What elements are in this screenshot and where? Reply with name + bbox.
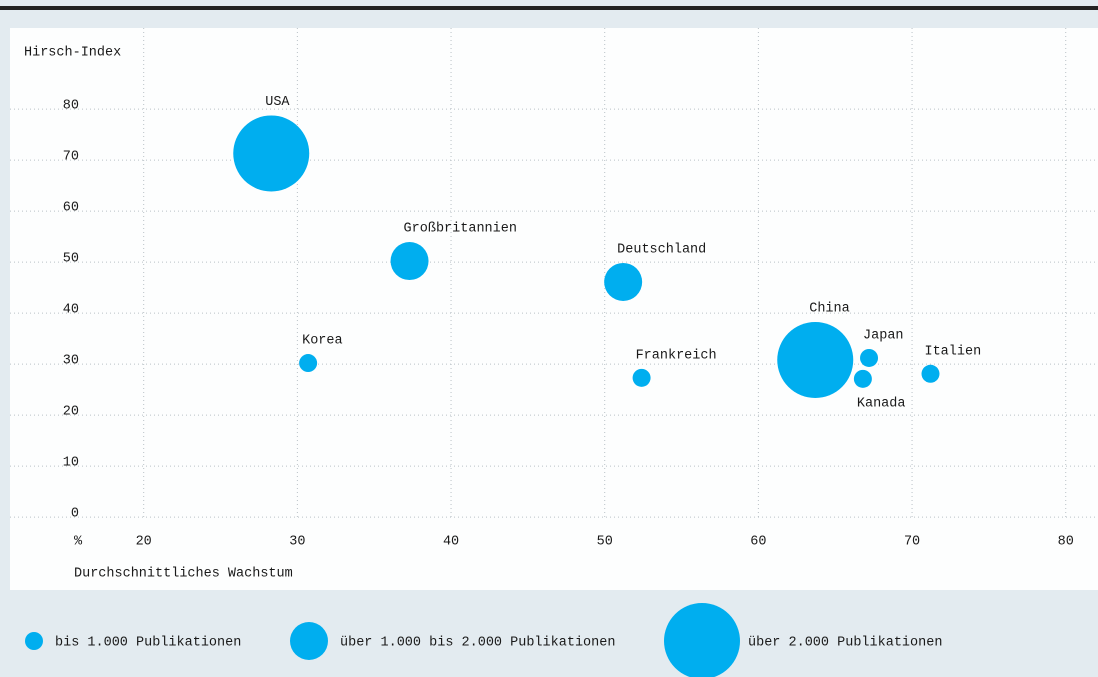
bubble (632, 368, 651, 387)
x-tick-label: 20 (136, 535, 152, 550)
x-tick-label: 40 (443, 535, 459, 550)
legend-label: über 1.000 bis 2.000 Publikationen (340, 636, 615, 651)
point-label: Kanada (857, 396, 906, 411)
y-tick-label: 70 (63, 150, 79, 165)
bubble (233, 115, 310, 192)
legend-swatch (25, 632, 43, 650)
bubble (921, 364, 940, 383)
y-tick-label: 40 (63, 303, 79, 318)
point-label: Italien (924, 344, 981, 359)
x-axis-title: Durchschnittliches Wachstum (74, 567, 293, 582)
bubble (853, 369, 872, 388)
x-tick-label: 30 (289, 535, 305, 550)
bubble (860, 348, 879, 367)
x-tick-label: 80 (1058, 535, 1074, 550)
bubble (777, 321, 854, 398)
y-tick-label: 0 (71, 507, 79, 522)
x-tick-label: 50 (597, 535, 613, 550)
plot-area (10, 28, 1098, 590)
bubble (299, 354, 318, 373)
point-label: China (809, 302, 850, 317)
y-tick-label: 10 (63, 456, 79, 471)
point-label: Frankreich (636, 348, 717, 363)
x-axis-unit: % (74, 535, 83, 550)
legend-label: über 2.000 Publikationen (748, 636, 942, 651)
bubble (390, 242, 429, 281)
x-tick-label: 70 (904, 535, 920, 550)
legend-swatch (664, 603, 740, 677)
point-label: Korea (302, 334, 343, 349)
y-tick-label: 80 (63, 99, 79, 114)
point-label: Japan (863, 329, 904, 344)
y-tick-label: 20 (63, 405, 79, 420)
legend-label: bis 1.000 Publikationen (55, 636, 241, 651)
bubble (604, 262, 643, 301)
point-label: Großbritannien (404, 222, 517, 237)
top-rule (0, 6, 1098, 10)
x-tick-label: 60 (750, 535, 766, 550)
y-tick-label: 60 (63, 201, 79, 216)
y-axis-title: Hirsch-Index (24, 46, 121, 61)
point-label: USA (265, 95, 290, 110)
y-tick-label: 30 (63, 354, 79, 369)
legend-swatch (290, 622, 328, 660)
point-label: Deutschland (617, 243, 706, 258)
y-tick-label: 50 (63, 252, 79, 267)
